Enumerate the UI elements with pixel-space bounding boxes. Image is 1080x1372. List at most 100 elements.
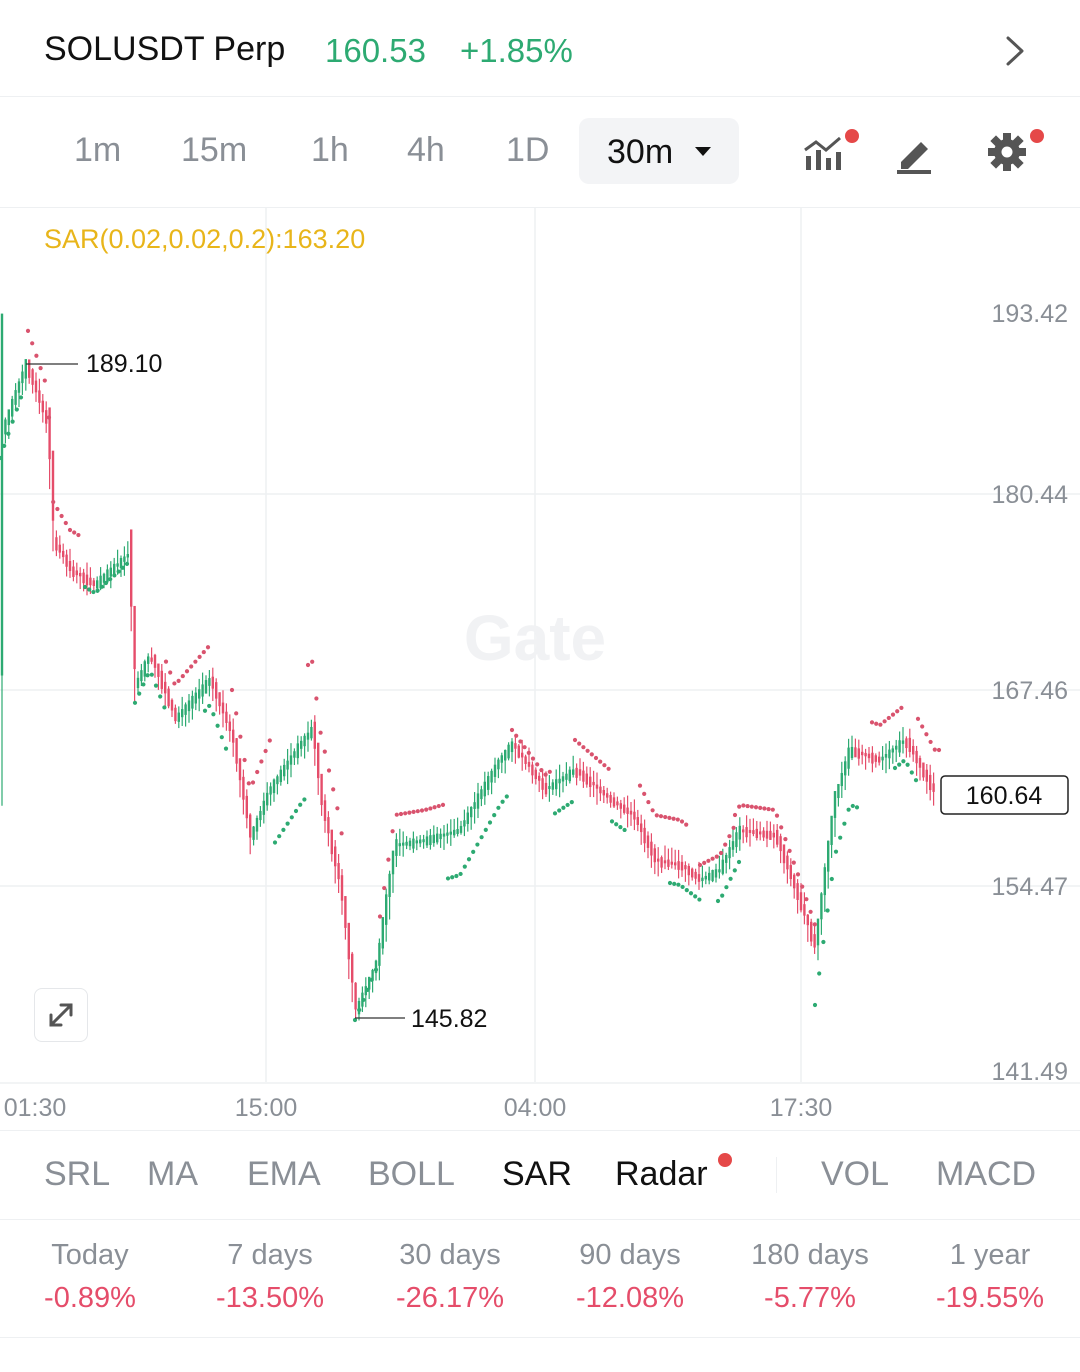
sar-dot [762,806,767,811]
candle-body [677,861,680,870]
tab-15m[interactable]: 15m [181,131,248,169]
sar-dot [281,827,286,833]
sar-dot [149,672,154,677]
sar-dot [509,727,515,733]
candle-body [55,537,58,551]
sar-dot [637,783,643,788]
candle-body [24,359,27,379]
tab-boll[interactable]: BOLL [368,1155,455,1193]
tab-srl[interactable]: SRL [44,1155,111,1193]
sar-dot [504,794,509,799]
tab-radar[interactable]: Radar [615,1155,708,1193]
candle-body [772,832,775,838]
candle-body [85,574,89,586]
candle-body [14,390,17,405]
candle-body [806,914,809,926]
candle-body [252,826,255,840]
sar-dot [808,909,813,914]
candle-body [187,700,191,712]
sar-dot [589,752,594,757]
sar-dot [812,1002,818,1008]
candle-body [174,707,177,722]
indicators-icon[interactable] [802,132,846,176]
perf-value: -19.55% [935,1282,1044,1314]
candle-body [126,554,129,558]
candle-body [578,769,582,776]
sar-dot [176,678,181,683]
candle-body [473,802,476,809]
sar-dot [650,808,655,813]
sar-indicator-label: SAR(0.02,0.02,0.2):163.20 [44,224,366,254]
settings-badge [1030,129,1044,143]
sar-dot [715,898,721,904]
perf-label: 7 days [227,1239,313,1271]
tab-ema[interactable]: EMA [247,1155,321,1193]
sar-dot [234,711,239,716]
candle-body [633,811,636,820]
candle-body [609,795,612,803]
sar-dot [250,780,256,785]
sar-dot [892,765,898,771]
sar-dot [804,897,809,902]
sar-dot [688,891,694,896]
sar-dot [492,813,497,818]
sar-dot [552,811,558,816]
sar-dot [572,737,578,743]
candle-body [915,750,918,764]
sar-dot [386,857,391,862]
tab-1D[interactable]: 1D [506,131,550,169]
candle-body [11,398,14,417]
candle-body [524,756,527,764]
sar-dot [897,762,902,767]
candlestick-chart[interactable]: Gate 189.10 145.82 193.42 180.44 167.46 154.47… [0,207,1080,1130]
sar-dot [120,565,125,570]
candle-body [102,573,106,583]
draw-icon[interactable] [893,132,937,176]
tab-4h[interactable]: 4h [407,131,445,169]
candle-body [575,767,578,778]
sar-dot [766,806,771,812]
chevron-right-icon[interactable] [1000,34,1028,68]
candle-body [742,829,745,833]
candle-body [531,764,534,776]
candle-body [714,869,718,878]
tab-macd[interactable]: MACD [936,1155,1037,1193]
tab-1m[interactable]: 1m [74,131,122,169]
candle-body [701,877,704,882]
candle-body [459,825,463,833]
candle-body [748,829,752,833]
tab-ma[interactable]: MA [147,1155,198,1193]
sar-dot [163,659,169,664]
candle-body [68,560,72,572]
sar-dot [475,842,480,847]
candle-body [752,830,755,835]
sar-dot [116,569,121,574]
candle-body [844,761,847,776]
timeframe-dropdown[interactable]: 30m [579,118,739,184]
sar-dot [618,824,623,830]
sar-dot [909,770,914,775]
candle-body [249,814,252,838]
candle-body [629,810,633,815]
tab-sar[interactable]: SAR [502,1155,572,1193]
perf-value: -13.50% [215,1282,324,1314]
sar-dot [924,732,929,737]
tab-vol[interactable]: VOL [821,1155,890,1193]
sar-dot [202,708,208,713]
candle-body [116,563,119,567]
gear-icon[interactable] [985,130,1029,174]
candle-body [908,737,911,752]
candle-body [687,865,690,876]
candle-body [786,855,789,870]
symbol-title[interactable]: SOLUSDT Perp [44,30,286,68]
sar-dot [18,395,24,400]
sar-dot [432,805,437,810]
sar-dot [787,848,792,853]
expand-button[interactable] [34,988,88,1042]
sar-dot [602,763,607,768]
sar-dot [382,885,387,891]
sar-dot [522,745,527,750]
sar-dot [646,799,651,805]
candle-body [4,419,7,435]
tab-1h[interactable]: 1h [311,131,349,169]
